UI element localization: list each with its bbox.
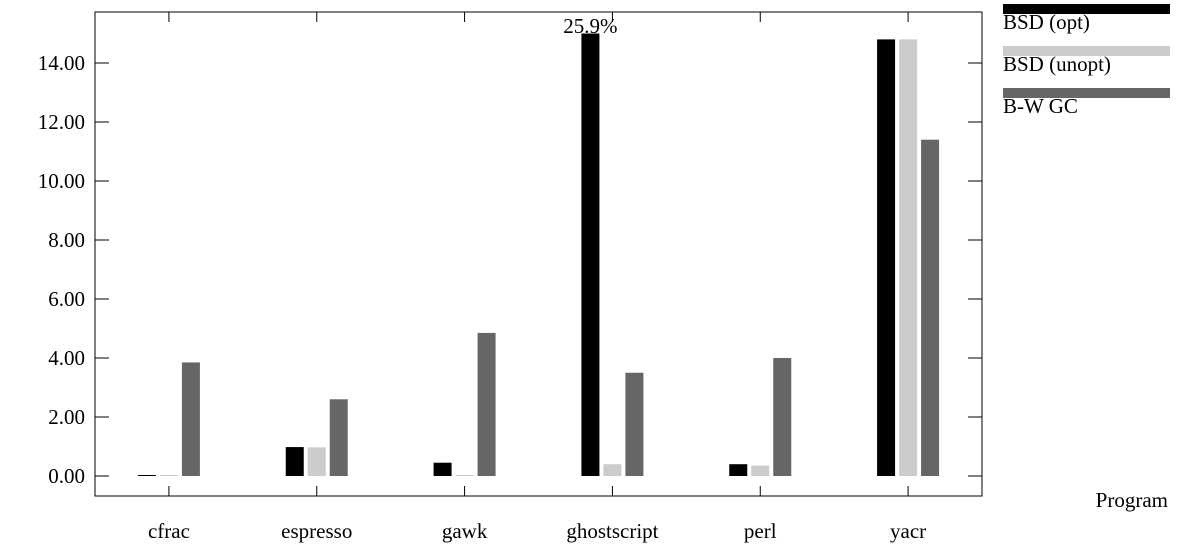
bar (433, 462, 452, 476)
x-tick-label: yacr (890, 519, 926, 543)
y-tick-label: 12.00 (38, 110, 85, 134)
y-tick-label: 14.00 (38, 51, 85, 75)
legend-label: BSD (unopt) (1003, 52, 1111, 76)
x-tick-label: cfrac (148, 519, 190, 543)
plot-border (94, 11, 983, 497)
legend: BSD (opt) BSD (unopt) B-W GC (1003, 4, 1170, 118)
legend-label: BSD (opt) (1003, 10, 1090, 34)
bar (307, 447, 326, 476)
annotations: 25.9% (563, 14, 617, 38)
x-axis-label: Program (1096, 488, 1168, 512)
y-tick-label: 0.00 (48, 464, 85, 488)
bar (477, 332, 496, 476)
y-tick-label: 8.00 (48, 228, 85, 252)
legend-label: B-W GC (1003, 94, 1078, 118)
bars (137, 33, 940, 477)
bar (921, 139, 940, 476)
x-tick-label: ghostscript (566, 519, 658, 543)
y-tick-label: 2.00 (48, 405, 85, 429)
bar (329, 399, 348, 476)
y-tick-label: 4.00 (48, 346, 85, 370)
x-tick-label: espresso (281, 519, 352, 543)
y-tick-label: 6.00 (48, 287, 85, 311)
y-tick-label: 10.00 (38, 169, 85, 193)
bar (137, 475, 156, 476)
bar (285, 447, 304, 476)
bar (603, 464, 622, 476)
bar (581, 33, 600, 476)
bar (455, 475, 474, 476)
legend-swatch (1003, 88, 1170, 98)
bar (751, 465, 770, 476)
x-tick-label: perl (744, 519, 777, 543)
x-tick-label: gawk (442, 519, 488, 543)
bar (729, 464, 748, 476)
x-axis: cfrac espresso gawk ghostscript perl yacr (148, 12, 926, 543)
bar (625, 372, 644, 476)
bar-annotation: 25.9% (563, 14, 617, 38)
plot-frame (94, 11, 983, 497)
y-axis: 0.00 2.00 4.00 6.00 8.00 10.00 12.00 14.00 (38, 51, 982, 488)
legend-swatch (1003, 46, 1170, 56)
bar (899, 39, 918, 477)
bar (159, 475, 178, 476)
bar (877, 39, 896, 477)
bar (181, 362, 200, 476)
bar (773, 358, 792, 476)
legend-swatch (1003, 4, 1170, 14)
